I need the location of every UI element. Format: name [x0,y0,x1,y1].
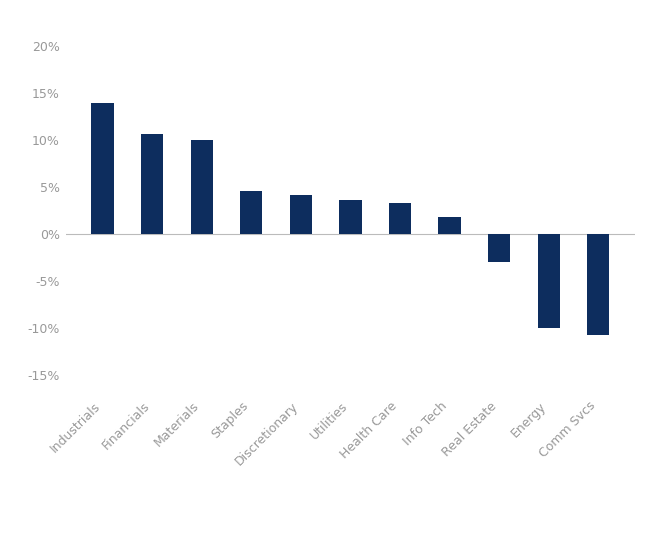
Bar [389,203,411,234]
Bar [587,234,609,335]
Bar [339,200,362,234]
Bar [240,191,263,234]
Bar [141,133,163,234]
Bar [438,217,460,234]
Bar [538,234,560,328]
Bar [488,234,510,262]
Bar [191,140,213,234]
Bar [92,102,114,234]
Bar [290,195,312,234]
